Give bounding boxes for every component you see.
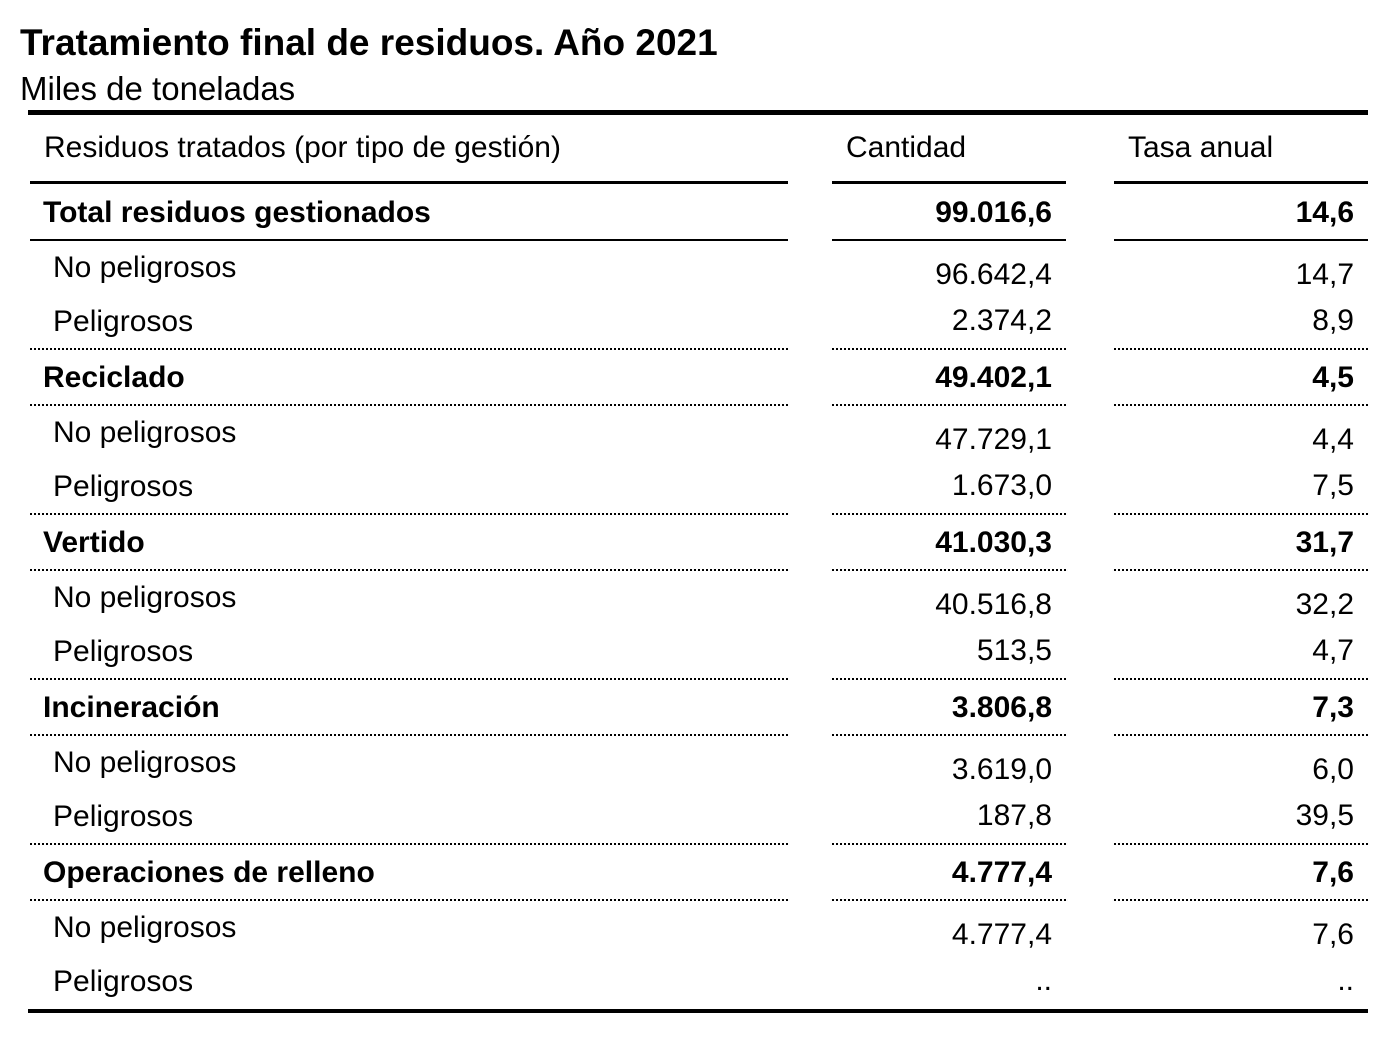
group-label: Operaciones de relleno (43, 856, 375, 889)
group-rule (30, 734, 788, 736)
row-label: No peligrosos (53, 251, 237, 284)
group-label: Total residuos gestionados (43, 196, 431, 229)
row-label: Peligrosos (53, 635, 194, 668)
section-rule (832, 843, 1066, 845)
row-quantity: 96.642,4 (935, 258, 1052, 291)
group-quantity: 49.402,1 (935, 361, 1052, 394)
row-rate: 7,5 (1312, 469, 1354, 502)
group-rule (1114, 569, 1368, 571)
section-rule (30, 348, 788, 350)
section-rule (832, 348, 1066, 350)
group-label: Incineración (43, 691, 220, 724)
row-quantity: 1.673,0 (951, 469, 1052, 502)
page-subtitle: Miles de toneladas (20, 70, 296, 107)
row-label: Peligrosos (53, 470, 194, 503)
column-header-label: Residuos tratados (por tipo de gestión) (44, 131, 561, 164)
row-rate: 39,5 (1295, 799, 1354, 832)
group-rule (832, 734, 1066, 736)
table-top-rule (28, 110, 1368, 115)
header-rule-quantity (832, 181, 1066, 184)
group-rule (30, 899, 788, 901)
table-bottom-rule (28, 1009, 1368, 1013)
row-rate: 4,4 (1312, 423, 1354, 456)
row-label: Peligrosos (53, 800, 194, 833)
group-quantity: 99.016,6 (935, 196, 1052, 229)
group-rate: 4,5 (1312, 361, 1354, 394)
group-rule (832, 239, 1066, 241)
row-quantity: .. (1035, 964, 1052, 997)
row-rate: 14,7 (1295, 258, 1354, 291)
group-rate: 14,6 (1295, 196, 1354, 229)
row-rate: 7,6 (1312, 918, 1354, 951)
group-rule (30, 239, 788, 241)
group-rule (832, 404, 1066, 406)
group-rule (832, 569, 1066, 571)
row-label: Peligrosos (53, 305, 194, 338)
row-label: No peligrosos (53, 746, 237, 779)
group-rule (832, 899, 1066, 901)
group-quantity: 3.806,8 (951, 691, 1052, 724)
group-rule (1114, 404, 1368, 406)
row-rate: 32,2 (1295, 588, 1354, 621)
group-rule (1114, 239, 1368, 241)
row-label: Peligrosos (53, 965, 194, 998)
row-rate: .. (1337, 964, 1354, 997)
row-rate: 8,9 (1312, 304, 1354, 337)
row-label: No peligrosos (53, 581, 237, 614)
row-label: No peligrosos (53, 911, 237, 944)
group-rate: 7,6 (1312, 856, 1354, 889)
section-rule (1114, 843, 1368, 845)
group-quantity: 41.030,3 (935, 526, 1052, 559)
group-label: Reciclado (43, 361, 185, 394)
section-rule (1114, 513, 1368, 515)
section-rule (832, 513, 1066, 515)
row-quantity: 40.516,8 (935, 588, 1052, 621)
group-rule (30, 404, 788, 406)
section-rule (30, 678, 788, 680)
section-rule (1114, 348, 1368, 350)
header-rule-rate (1114, 181, 1368, 184)
row-quantity: 47.729,1 (935, 423, 1052, 456)
row-quantity: 4.777,4 (951, 918, 1052, 951)
section-rule (30, 513, 788, 515)
column-header-quantity: Cantidad (846, 131, 967, 164)
group-label: Vertido (43, 526, 145, 559)
section-rule (1114, 678, 1368, 680)
row-label: No peligrosos (53, 416, 237, 449)
group-quantity: 4.777,4 (951, 856, 1052, 889)
column-header-rate: Tasa anual (1128, 131, 1274, 164)
row-quantity: 3.619,0 (951, 753, 1052, 786)
group-rule (1114, 734, 1368, 736)
row-rate: 4,7 (1312, 634, 1354, 667)
page-title: Tratamiento final de residuos. Año 2021 (20, 22, 718, 63)
row-rate: 6,0 (1312, 753, 1354, 786)
row-quantity: 513,5 (976, 634, 1052, 667)
group-rule (1114, 899, 1368, 901)
section-rule (832, 678, 1066, 680)
group-rule (30, 569, 788, 571)
section-rule (30, 843, 788, 845)
header-rule-label (30, 181, 788, 184)
group-rate: 7,3 (1312, 691, 1354, 724)
row-quantity: 187,8 (976, 799, 1052, 832)
group-rate: 31,7 (1295, 526, 1354, 559)
row-quantity: 2.374,2 (951, 304, 1052, 337)
